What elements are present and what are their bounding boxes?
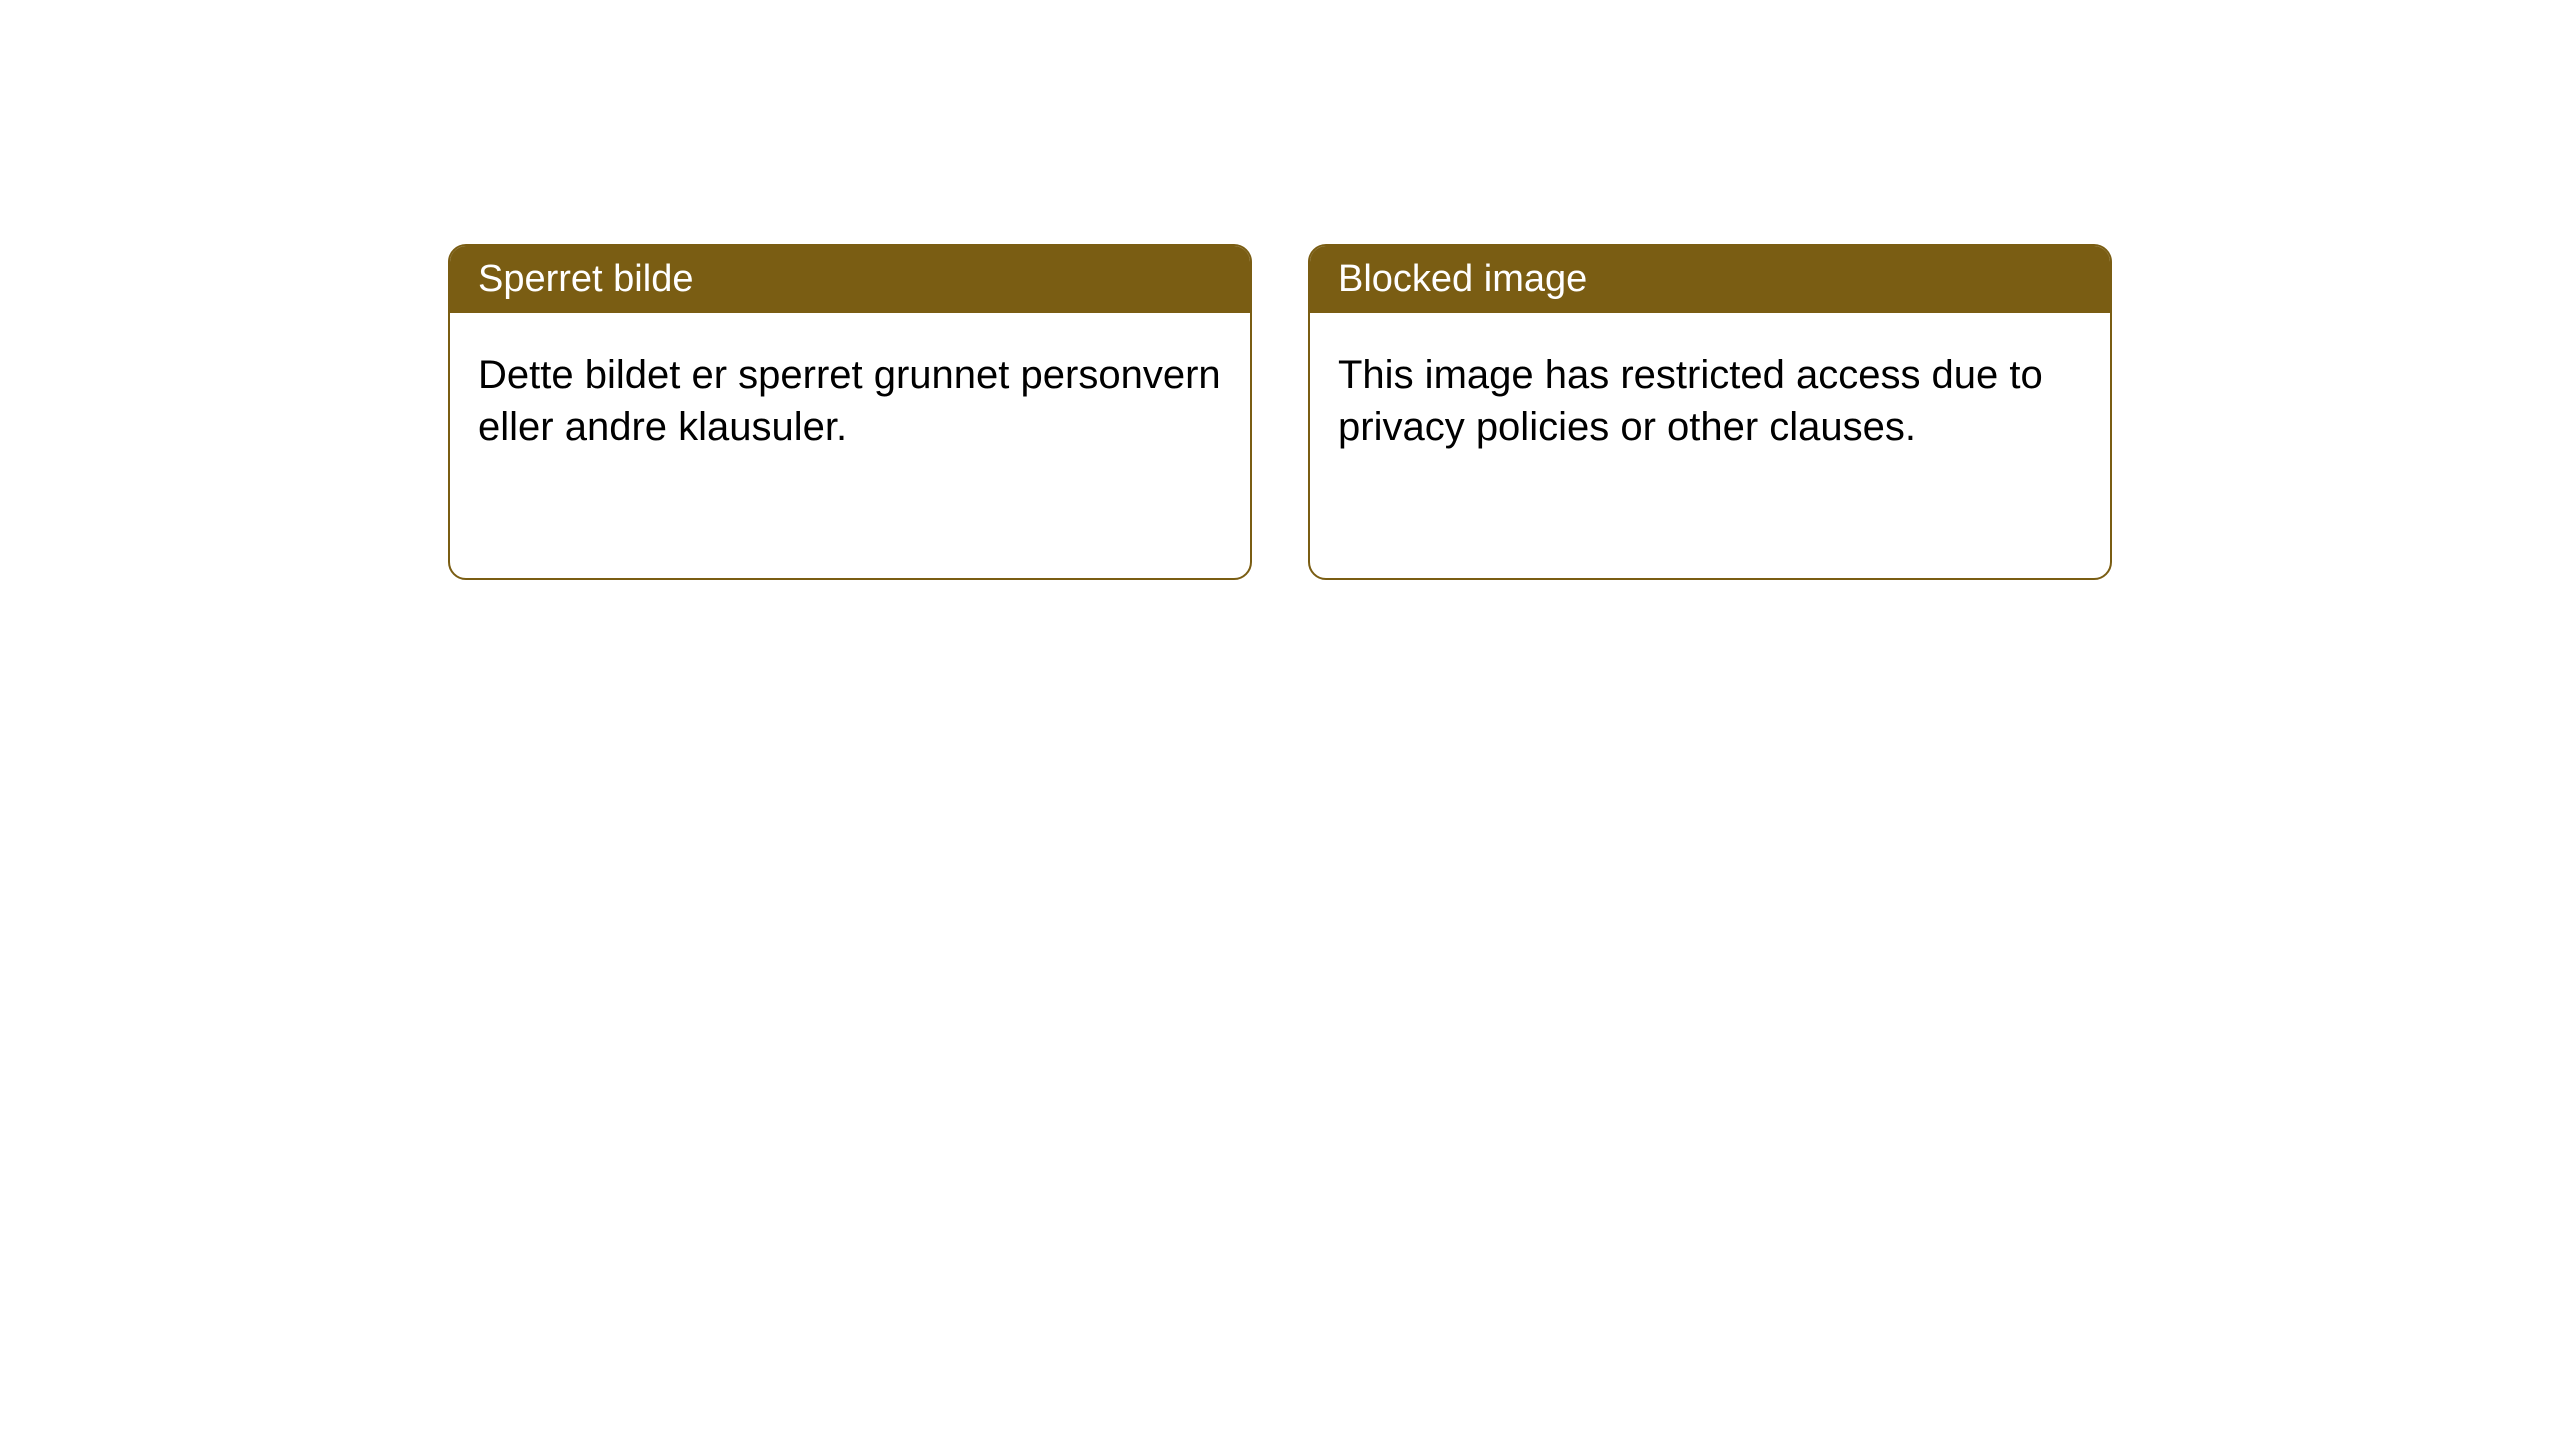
notice-body: Dette bildet er sperret grunnet personve… (450, 313, 1250, 489)
notice-card-english: Blocked image This image has restricted … (1308, 244, 2112, 580)
notice-body: This image has restricted access due to … (1310, 313, 2110, 489)
notice-header: Sperret bilde (450, 246, 1250, 313)
notice-header: Blocked image (1310, 246, 2110, 313)
notice-title: Sperret bilde (478, 258, 693, 300)
notice-container: Sperret bilde Dette bildet er sperret gr… (0, 0, 2560, 580)
notice-text: Dette bildet er sperret grunnet personve… (478, 353, 1221, 449)
notice-title: Blocked image (1338, 258, 1587, 300)
notice-text: This image has restricted access due to … (1338, 353, 2043, 449)
notice-card-norwegian: Sperret bilde Dette bildet er sperret gr… (448, 244, 1252, 580)
